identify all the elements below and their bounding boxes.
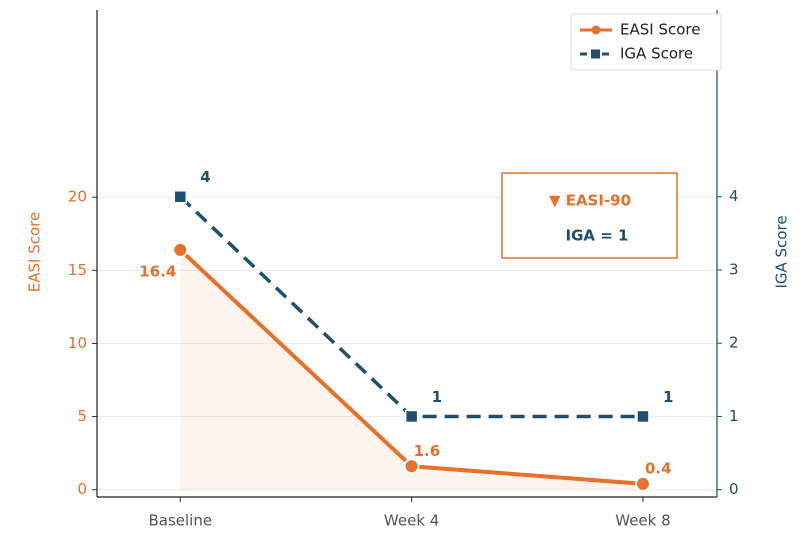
area [180, 249, 643, 490]
y2-axis-label: IGA Score [773, 215, 791, 288]
y2-tick-label: 1 [729, 407, 739, 425]
legend-label: IGA Score [620, 45, 693, 63]
y-axis-label: EASI Score [26, 212, 44, 292]
marker [173, 189, 188, 204]
x-tick-label: Baseline [148, 512, 212, 530]
data-label: 1.6 [414, 442, 441, 460]
x-tick-label: Week 4 [384, 512, 439, 530]
y-tick-label: 0 [77, 480, 87, 498]
data-label: 0.4 [645, 459, 672, 477]
y2-tick-label: 4 [729, 187, 739, 205]
y2-tick-label: 0 [729, 480, 739, 498]
marker [636, 409, 650, 424]
y-tick-label: 10 [68, 334, 87, 352]
legend-label: EASI Score [620, 21, 700, 39]
legend-marker [591, 25, 601, 35]
marker [403, 458, 420, 475]
annotation: IGA = 1 [566, 227, 629, 245]
y-tick-label: 5 [77, 407, 87, 425]
data-label: 1 [432, 388, 442, 406]
data-label: 16.4 [139, 262, 176, 280]
legend-box [570, 13, 722, 71]
annotation-box [501, 172, 678, 259]
y-tick-label: 15 [68, 261, 87, 279]
y2-tick-label: 2 [729, 334, 739, 352]
data-label: 4 [200, 168, 210, 186]
legend-marker [591, 49, 600, 59]
data-label: 1 [663, 388, 673, 406]
x-tick-label: Week 8 [615, 512, 670, 530]
marker [404, 409, 419, 424]
marker [634, 475, 651, 492]
marker [172, 241, 189, 258]
y2-tick-label: 3 [729, 260, 739, 278]
y-tick-label: 20 [68, 188, 87, 206]
annotation: ▼ EASI-90 [549, 192, 631, 210]
